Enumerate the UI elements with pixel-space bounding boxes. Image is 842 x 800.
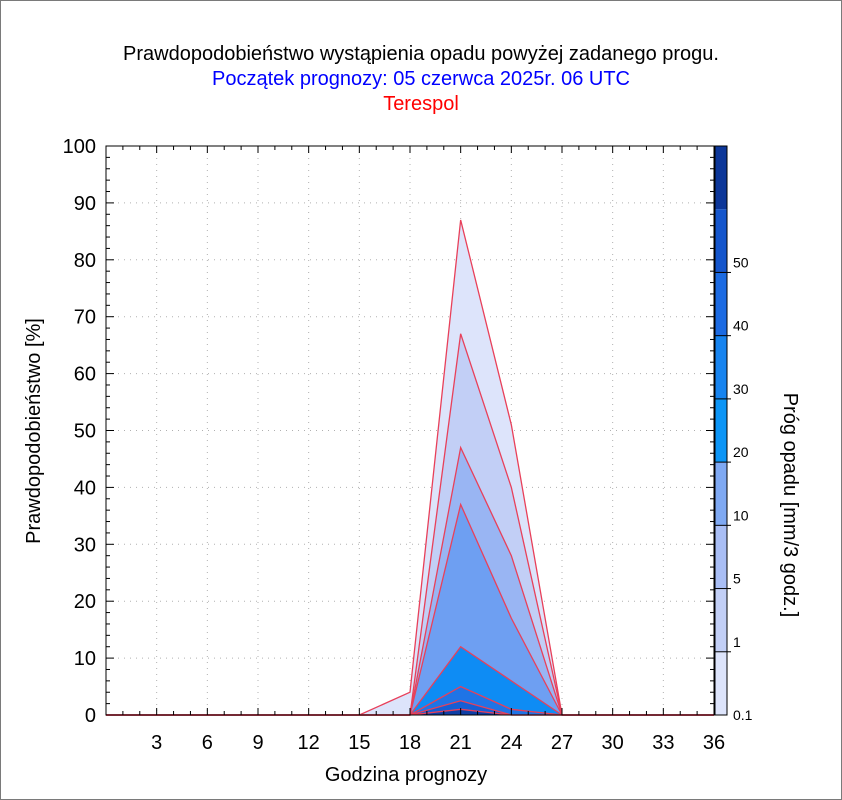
colorbar-label-item: 10 xyxy=(733,507,749,523)
colorbar-label-item: 50 xyxy=(733,254,749,270)
x-tick-label: 30 xyxy=(602,732,624,754)
y-tick-label: 90 xyxy=(74,193,96,215)
y-tick-label: 70 xyxy=(74,307,96,329)
colorbar-label: Próg opadu [mm/3 godz.] xyxy=(779,393,801,618)
x-tick-label: 24 xyxy=(500,732,522,754)
outline-threshold-0_1 xyxy=(106,219,714,716)
colorbar-segment xyxy=(715,525,727,589)
chart-title: Prawdopodobieństwo wystąpienia opadu pow… xyxy=(123,43,719,65)
colorbar-label-item: 40 xyxy=(733,318,749,334)
grid xyxy=(106,146,714,715)
x-tick-label: 33 xyxy=(652,732,674,754)
colorbar-label-item: 20 xyxy=(733,444,749,460)
colorbar-label-item: 30 xyxy=(733,381,749,397)
x-tick-label: 36 xyxy=(703,732,725,754)
colorbar: 0.1 1 5 10 20 30 40 50 xyxy=(714,145,753,723)
area-threshold-0_1 xyxy=(106,219,714,715)
axes: 3 6 9 12 15 18 21 24 27 30 33 360102030405060708090… xyxy=(63,136,726,754)
y-tick-label: 50 xyxy=(74,421,96,443)
probability-areas xyxy=(106,219,714,716)
x-tick-label: 18 xyxy=(399,732,421,754)
colorbar-segment xyxy=(715,272,727,336)
colorbar-segment xyxy=(715,146,727,210)
x-tick-label: 21 xyxy=(450,732,472,754)
colorbar-segment xyxy=(715,588,727,652)
y-tick-label: 100 xyxy=(63,136,96,158)
colorbar-label-item: 0.1 xyxy=(733,707,753,723)
chart-location: Terespol xyxy=(383,93,459,115)
x-tick-label: 12 xyxy=(298,732,320,754)
x-tick-label: 9 xyxy=(252,732,263,754)
colorbar-segment xyxy=(715,398,727,463)
x-axis-label: Godzina prognozy xyxy=(325,764,487,786)
y-tick-label: 40 xyxy=(74,477,96,499)
x-tick-label: 3 xyxy=(151,732,162,754)
colorbar-label-item: 5 xyxy=(733,571,741,587)
colorbar-border xyxy=(714,145,728,716)
y-tick-label: 80 xyxy=(74,250,96,272)
y-tick-label: 30 xyxy=(74,534,96,556)
y-tick-label: 60 xyxy=(74,364,96,386)
x-tick-label: 6 xyxy=(202,732,213,754)
y-tick-label: 20 xyxy=(74,591,96,613)
y-tick-label: 0 xyxy=(85,705,96,727)
colorbar-label-item: 1 xyxy=(733,634,741,650)
y-axis-label: Prawdopodobieństwo [%] xyxy=(23,318,45,544)
y-tick-label: 10 xyxy=(74,648,96,670)
colorbar-segment xyxy=(715,651,727,715)
chart-subtitle: Początek prognozy: 05 czerwca 2025r. 06 … xyxy=(212,68,630,90)
colorbar-segment xyxy=(715,335,727,399)
colorbar-segment xyxy=(715,462,727,526)
x-tick-label: 27 xyxy=(551,732,573,754)
colorbar-segment xyxy=(715,209,727,273)
x-tick-label: 15 xyxy=(348,732,370,754)
